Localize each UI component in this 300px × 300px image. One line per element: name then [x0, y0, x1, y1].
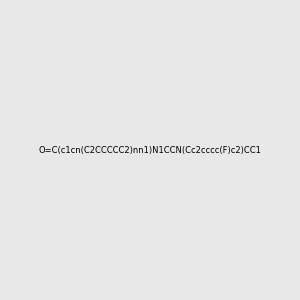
Text: O=C(c1cn(C2CCCCC2)nn1)N1CCN(Cc2cccc(F)c2)CC1: O=C(c1cn(C2CCCCC2)nn1)N1CCN(Cc2cccc(F)c2…	[39, 146, 261, 154]
